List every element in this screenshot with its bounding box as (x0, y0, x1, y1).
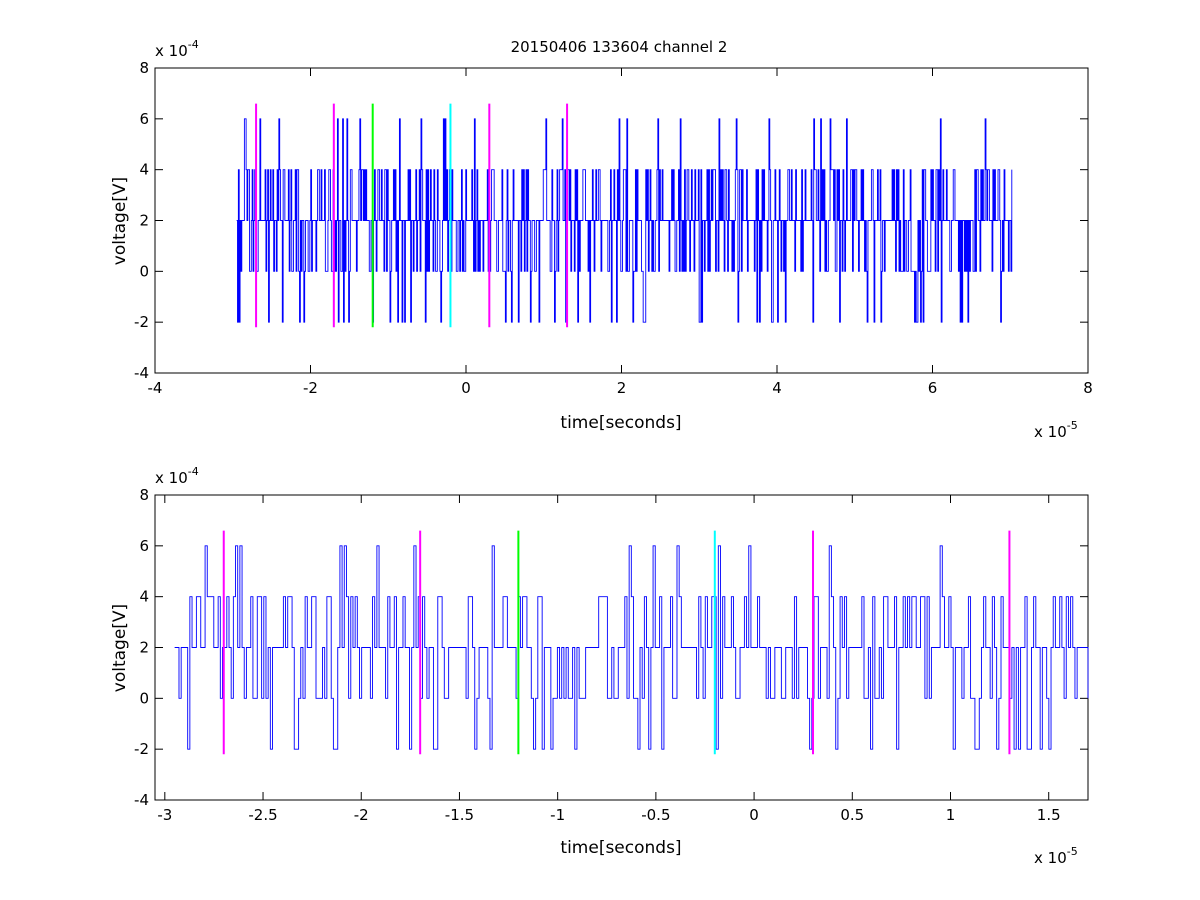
top-y-tick-label: -2 (134, 313, 149, 331)
bottom-x-tick-label: -1.5 (445, 806, 474, 824)
bottom-x-tick-label: 0 (749, 806, 759, 824)
bottom-voltage-trace (174, 545, 1089, 750)
top-x-tick-label: 4 (772, 379, 782, 397)
bottom-x-tick-label: -1 (550, 806, 565, 824)
top-x-tick-label: 0 (461, 379, 471, 397)
bottom-y-axis-label: voltage[V] (110, 604, 130, 692)
bottom-x-ticks: -3 -2.5 -2 -1.5 -1 -0.5 0 0.5 1 1.5 (157, 495, 1061, 824)
top-x-tick-label: 2 (617, 379, 627, 397)
bottom-y-tick-label: 4 (139, 588, 149, 606)
bottom-y-tick-label: -2 (134, 740, 149, 758)
top-y-tick-label: -4 (134, 364, 149, 382)
top-x-axis-label: time[seconds] (560, 413, 681, 433)
top-y-tick-label: 2 (139, 212, 149, 230)
top-y-axis-label: voltage[V] (110, 177, 130, 265)
top-x-tick-label: -4 (148, 379, 163, 397)
bottom-x-tick-label: -3 (157, 806, 172, 824)
bottom-x-tick-label: -0.5 (641, 806, 670, 824)
top-y-ticks: -4 -2 0 2 4 6 8 (134, 59, 1088, 382)
bottom-y-tick-label: -4 (134, 791, 149, 809)
top-x-multiplier: x 10-5 (1034, 419, 1078, 441)
bottom-x-tick-label: 1 (946, 806, 956, 824)
bottom-signal-layer (174, 545, 1089, 750)
bottom-y-tick-label: 0 (139, 689, 149, 707)
top-x-ticks: -4 -2 0 2 4 6 8 (148, 68, 1093, 397)
bottom-y-tick-label: 2 (139, 639, 149, 657)
top-y-tick-label: 4 (139, 161, 149, 179)
top-x-tick-label: -2 (303, 379, 318, 397)
top-y-tick-label: 6 (139, 110, 149, 128)
top-voltage-trace (236, 118, 1013, 323)
bottom-panel: -3 -2.5 -2 -1.5 -1 -0.5 0 0.5 1 1.5 -4 -2 0 2 4 6 8 tim… (110, 465, 1089, 867)
bottom-y-tick-label: 6 (139, 537, 149, 555)
top-x-tick-label: 8 (1083, 379, 1093, 397)
bottom-x-tick-label: -2 (354, 806, 369, 824)
bottom-x-multiplier: x 10-5 (1034, 845, 1078, 867)
bottom-x-axis-label: time[seconds] (560, 838, 681, 858)
top-y-tick-label: 8 (139, 59, 149, 77)
bottom-x-tick-label: 1.5 (1037, 806, 1061, 824)
bottom-marker-layer (222, 530, 1011, 755)
top-y-tick-label: 0 (139, 262, 149, 280)
figure-title: 20150406 133604 channel 2 (511, 38, 728, 56)
bottom-y-multiplier: x 10-4 (155, 465, 199, 487)
bottom-x-tick-label: -2.5 (248, 806, 277, 824)
top-marker-layer (255, 103, 569, 328)
top-y-multiplier: x 10-4 (155, 38, 199, 60)
top-signal-layer (236, 118, 1013, 323)
bottom-x-tick-label: 0.5 (840, 806, 864, 824)
bottom-y-tick-label: 8 (139, 486, 149, 504)
top-panel: -4 -2 0 2 4 6 8 -4 -2 0 2 4 6 8 time[seconds] voltag… (110, 38, 1093, 441)
bottom-y-ticks: -4 -2 0 2 4 6 8 (134, 486, 1088, 809)
top-x-tick-label: 6 (928, 379, 938, 397)
